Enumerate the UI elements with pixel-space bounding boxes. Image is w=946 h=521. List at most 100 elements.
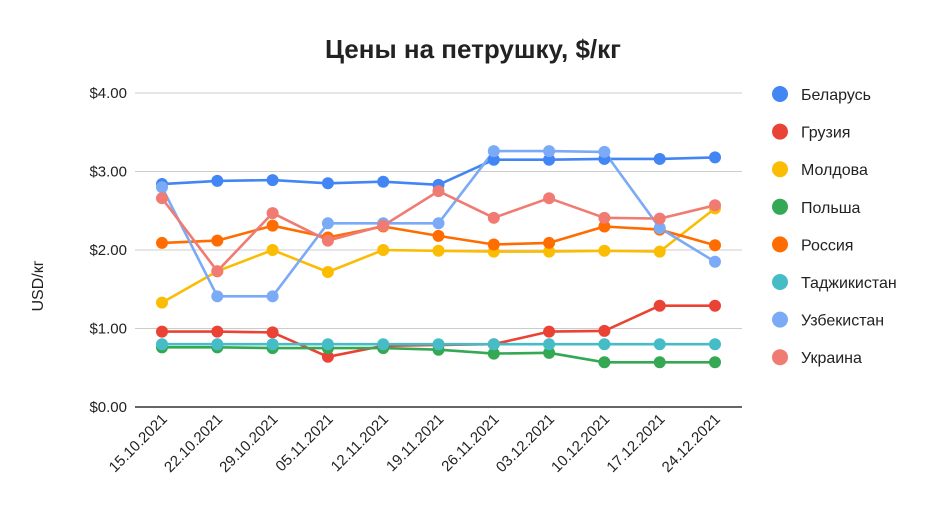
data-point xyxy=(377,244,390,256)
legend-label: Молдова xyxy=(801,162,868,179)
data-point xyxy=(487,238,500,251)
data-point xyxy=(653,222,666,235)
legend-marker xyxy=(772,123,788,140)
data-point xyxy=(377,338,390,351)
data-point xyxy=(156,181,168,194)
data-point xyxy=(266,207,279,220)
data-point xyxy=(543,338,556,351)
y-tick-label: $0.00 xyxy=(89,399,127,416)
x-tick-label: 29.10.2021 xyxy=(216,411,281,476)
data-point xyxy=(432,338,445,351)
x-tick-label: 15.10.2021 xyxy=(106,411,171,476)
legend-label: Россия xyxy=(801,237,853,254)
data-point xyxy=(543,236,556,249)
legend-label: Узбекистан xyxy=(801,313,884,330)
legend-marker xyxy=(772,198,788,215)
data-point xyxy=(156,192,168,205)
data-point xyxy=(653,299,666,312)
data-point xyxy=(156,325,168,338)
data-point xyxy=(543,153,556,166)
series-points xyxy=(156,145,721,369)
data-point xyxy=(598,356,611,369)
data-point xyxy=(266,244,279,256)
x-tick-label: 05.11.2021 xyxy=(272,411,336,475)
x-tick-label: 26.11.2021 xyxy=(438,411,502,475)
data-point xyxy=(377,219,390,232)
data-point xyxy=(432,185,445,198)
data-point xyxy=(709,151,721,164)
data-point xyxy=(321,338,334,351)
x-tick-label: 10.12.2021 xyxy=(548,411,613,476)
data-point xyxy=(266,174,279,187)
data-point xyxy=(211,338,224,351)
data-point xyxy=(156,296,168,309)
data-point xyxy=(709,356,721,369)
data-point xyxy=(321,234,334,247)
data-point xyxy=(709,199,721,212)
legend: Беларусь Грузия Молдова Польша Россия Таджики… xyxy=(772,86,897,367)
data-point xyxy=(156,338,168,351)
data-point xyxy=(321,177,334,190)
legend-marker xyxy=(772,161,788,178)
data-point xyxy=(432,229,445,242)
data-point xyxy=(543,245,556,258)
data-point xyxy=(653,356,666,369)
data-point xyxy=(653,245,666,258)
legend-label: Беларусь xyxy=(801,87,871,104)
data-point xyxy=(543,325,556,338)
legend-marker xyxy=(772,86,788,102)
data-point xyxy=(653,212,666,225)
data-point xyxy=(266,219,279,232)
legend-label: Украина xyxy=(801,350,862,367)
data-point xyxy=(598,211,611,224)
legend-label: Грузия xyxy=(801,125,850,142)
x-axis-ticks: 15.10.202122.10.202129.10.202105.11.2021… xyxy=(106,411,724,476)
data-point xyxy=(543,346,556,359)
data-point xyxy=(598,324,611,337)
data-point xyxy=(598,244,611,257)
y-axis-ticks: $0.00 $1.00 $2.00 $3.00 $4.00 xyxy=(89,85,127,416)
legend-marker xyxy=(772,311,788,328)
data-point xyxy=(543,145,556,158)
data-point xyxy=(321,217,334,230)
data-point xyxy=(543,192,556,205)
data-point xyxy=(487,347,500,360)
data-point xyxy=(211,265,224,278)
data-point xyxy=(211,174,224,187)
data-point xyxy=(487,211,500,224)
x-tick-label: 12.11.2021 xyxy=(328,411,392,475)
data-point xyxy=(598,145,611,158)
x-tick-label: 22.10.2021 xyxy=(161,411,226,476)
data-point xyxy=(211,290,224,303)
x-tick-label: 17.12.2021 xyxy=(603,411,668,476)
data-point xyxy=(709,338,721,351)
y-tick-label: $3.00 xyxy=(89,164,127,181)
x-tick-label: 03.12.2021 xyxy=(493,411,558,476)
data-point xyxy=(266,326,279,339)
legend-marker xyxy=(772,274,788,290)
x-tick-label: 19.11.2021 xyxy=(383,411,447,475)
data-point xyxy=(709,239,721,252)
data-point xyxy=(321,265,334,278)
data-point xyxy=(487,153,500,166)
data-point xyxy=(598,220,611,233)
legend-marker xyxy=(772,349,788,366)
data-point xyxy=(709,255,721,268)
data-point xyxy=(156,236,168,249)
y-tick-label: $2.00 xyxy=(89,242,127,259)
data-point xyxy=(653,152,666,165)
data-point xyxy=(487,145,500,158)
chart-title: Цены на петрушку, $/кг xyxy=(325,34,621,64)
data-point xyxy=(432,244,445,257)
y-axis-label: USD/кг xyxy=(30,260,47,311)
legend-label: Таджикистан xyxy=(801,275,897,292)
data-point xyxy=(266,290,279,303)
data-point xyxy=(377,175,390,188)
legend-marker xyxy=(772,236,788,253)
data-point xyxy=(709,299,721,312)
data-point xyxy=(211,234,224,247)
legend-label: Польша xyxy=(801,200,861,217)
data-point xyxy=(487,338,500,351)
data-point xyxy=(321,350,334,363)
